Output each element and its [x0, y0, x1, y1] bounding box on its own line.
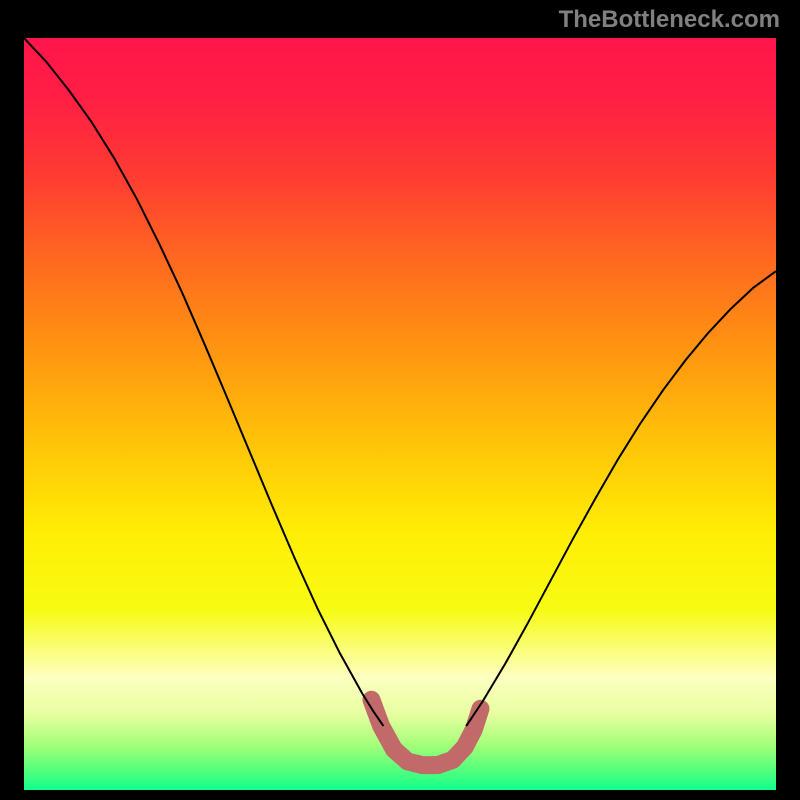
watermark-label: TheBottleneck.com	[559, 6, 780, 34]
plot-background	[24, 38, 776, 790]
chart-container: TheBottleneck.com	[0, 0, 800, 800]
plot-svg	[24, 38, 776, 790]
plot-area	[24, 38, 776, 790]
